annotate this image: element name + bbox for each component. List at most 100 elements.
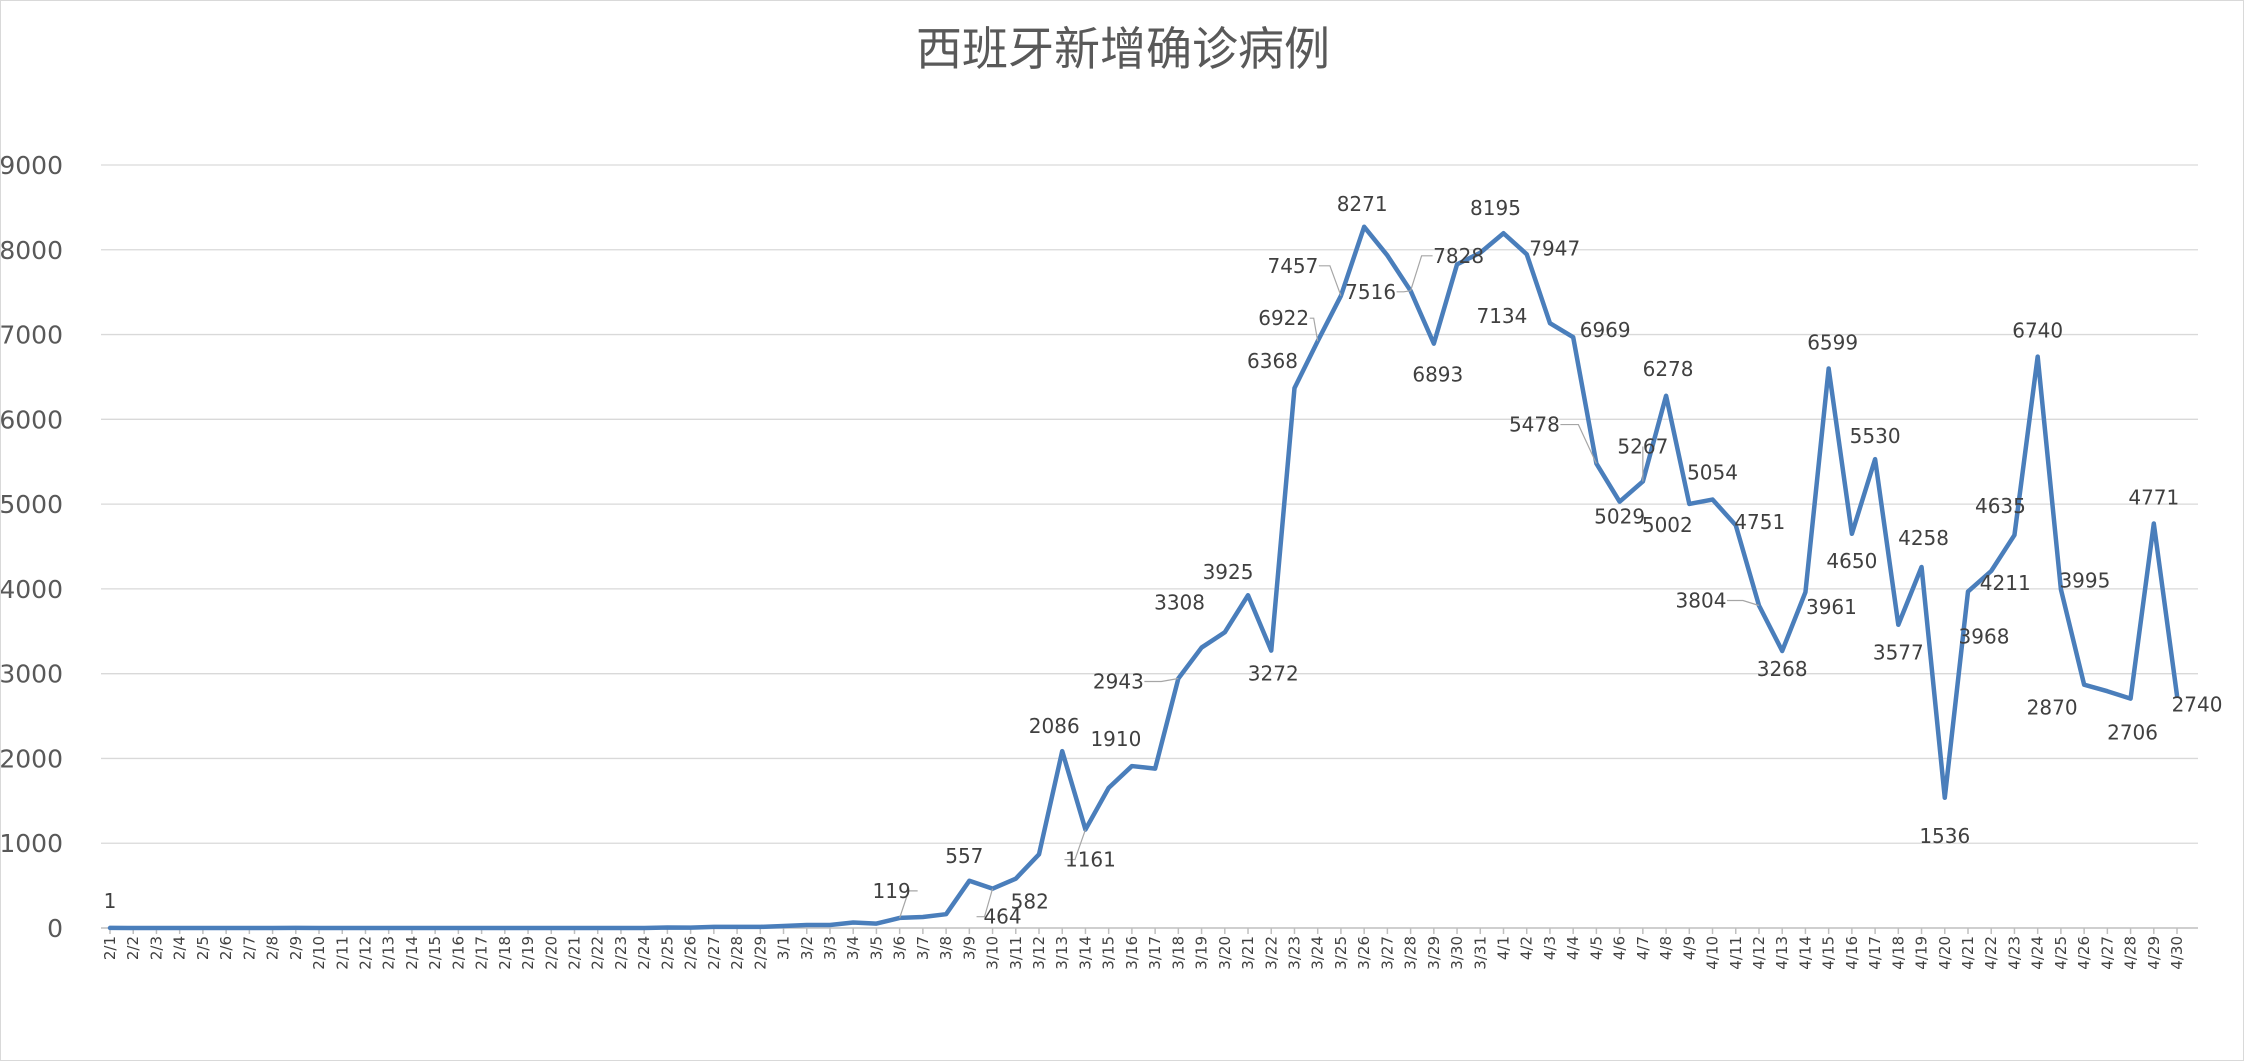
x-tick-label: 2/22 xyxy=(589,936,607,970)
x-tick-label: 2/12 xyxy=(356,936,374,970)
series-line xyxy=(107,224,2180,931)
data-label: 3308 xyxy=(1154,591,1205,615)
data-label: 6969 xyxy=(1580,318,1631,342)
x-tick-label: 4/10 xyxy=(1704,936,1722,970)
x-tick-label: 2/13 xyxy=(380,936,398,970)
x-tick-label: 3/25 xyxy=(1332,936,1350,970)
x-tick-label: 2/25 xyxy=(658,936,676,970)
series-layer xyxy=(107,224,2180,931)
x-tick-label: 3/26 xyxy=(1355,936,1373,970)
data-label: 5267 xyxy=(1617,434,1668,458)
x-tick-label: 4/21 xyxy=(1959,936,1977,970)
x-tick-label: 2/6 xyxy=(217,936,235,960)
x-tick-label: 4/17 xyxy=(1866,936,1884,970)
x-tick-label: 2/9 xyxy=(287,936,305,960)
x-tick-label: 4/14 xyxy=(1796,936,1814,970)
data-label: 6893 xyxy=(1412,363,1463,387)
x-tick-label: 4/5 xyxy=(1587,936,1605,960)
data-label: 119 xyxy=(873,879,911,903)
x-tick-label: 3/27 xyxy=(1378,936,1396,970)
x-tick-label: 3/6 xyxy=(891,936,909,960)
data-label: 2943 xyxy=(1093,669,1144,693)
y-tick-label: 5000 xyxy=(1,490,63,519)
x-tick-label: 3/22 xyxy=(1262,936,1280,970)
data-label: 3995 xyxy=(2059,568,2110,592)
x-tick-label: 3/10 xyxy=(984,936,1002,970)
x-tick-label: 4/23 xyxy=(2005,936,2023,970)
data-label: 7828 xyxy=(1433,244,1484,268)
data-label-leader xyxy=(1726,599,1760,607)
x-tick-label: 2/14 xyxy=(403,936,421,970)
data-label-leader xyxy=(1144,677,1179,683)
data-label: 557 xyxy=(945,844,983,868)
x-tick-label: 2/16 xyxy=(449,936,467,970)
data-label: 6368 xyxy=(1247,349,1298,373)
x-tick-label: 2/18 xyxy=(496,936,514,970)
x-tick-label: 4/8 xyxy=(1657,936,1675,960)
x-tick-label: 4/20 xyxy=(1936,936,1954,970)
data-label: 3968 xyxy=(1959,625,2010,649)
x-tick-label: 3/28 xyxy=(1402,936,1420,970)
data-label: 1161 xyxy=(1065,848,1116,872)
data-label: 6599 xyxy=(1807,331,1858,355)
x-tick-label: 2/3 xyxy=(147,936,165,960)
data-label-leader xyxy=(899,890,918,919)
data-label: 3577 xyxy=(1873,641,1924,665)
data-label: 6922 xyxy=(1258,306,1309,330)
y-tick-label: 1000 xyxy=(1,829,63,858)
x-tick-label: 4/7 xyxy=(1634,936,1652,960)
x-tick-label: 4/9 xyxy=(1680,936,1698,960)
data-label-leader xyxy=(1410,255,1433,291)
data-label: 4211 xyxy=(1980,571,2031,595)
data-label-leader xyxy=(1396,290,1411,293)
y-tick-label: 4000 xyxy=(1,575,63,604)
x-tick-label: 3/17 xyxy=(1146,936,1164,970)
x-tick-label: 3/20 xyxy=(1216,936,1234,970)
data-label: 7457 xyxy=(1267,254,1318,278)
x-tick-label: 3/30 xyxy=(1448,936,1466,970)
y-tick-label: 3000 xyxy=(1,660,63,689)
x-tick-label: 2/17 xyxy=(473,936,491,970)
x-tick-label: 2/20 xyxy=(542,936,560,970)
x-tick-label: 3/29 xyxy=(1425,936,1443,970)
x-tick-label: 2/29 xyxy=(751,936,769,970)
x-tick-label: 2/7 xyxy=(240,936,258,960)
data-label: 3925 xyxy=(1203,560,1254,584)
data-label: 2086 xyxy=(1029,714,1080,738)
x-tick-label: 4/19 xyxy=(1913,936,1931,970)
x-tick-label: 4/13 xyxy=(1773,936,1791,970)
data-label: 6740 xyxy=(2012,319,2063,343)
data-label: 4771 xyxy=(2128,486,2179,510)
x-tick-label: 4/28 xyxy=(2122,936,2140,970)
data-label: 2870 xyxy=(2027,696,2078,720)
y-tick-label: 2000 xyxy=(1,744,63,773)
x-tick-label: 3/31 xyxy=(1471,936,1489,970)
x-tick-label: 4/12 xyxy=(1750,936,1768,970)
x-tick-label: 2/2 xyxy=(124,936,142,960)
data-label: 4650 xyxy=(1826,549,1877,573)
data-label: 464 xyxy=(983,905,1021,929)
data-label: 3961 xyxy=(1806,595,1857,619)
data-label: 7516 xyxy=(1345,280,1396,304)
x-tick-label: 2/5 xyxy=(194,936,212,960)
x-tick-label: 4/3 xyxy=(1541,936,1559,960)
x-tick-label: 4/15 xyxy=(1820,936,1838,970)
data-label: 2706 xyxy=(2107,721,2158,745)
data-label: 7947 xyxy=(1529,236,1580,260)
data-label: 7134 xyxy=(1476,304,1527,328)
x-tick-label: 4/2 xyxy=(1518,936,1536,960)
data-label: 4751 xyxy=(1734,510,1785,534)
x-tick-label: 2/8 xyxy=(264,936,282,960)
data-label: 5029 xyxy=(1594,505,1645,529)
data-label: 5530 xyxy=(1850,424,1901,448)
data-label: 3272 xyxy=(1248,662,1299,686)
data-label: 1910 xyxy=(1090,727,1141,751)
data-label: 4258 xyxy=(1898,526,1949,550)
x-tick-label: 2/4 xyxy=(171,936,189,960)
x-tick-label: 3/23 xyxy=(1285,936,1303,970)
x-tick-label: 2/10 xyxy=(310,936,328,970)
x-tick-label: 4/11 xyxy=(1727,936,1745,970)
data-label-leader xyxy=(976,888,994,918)
x-tick-label: 2/26 xyxy=(682,936,700,970)
